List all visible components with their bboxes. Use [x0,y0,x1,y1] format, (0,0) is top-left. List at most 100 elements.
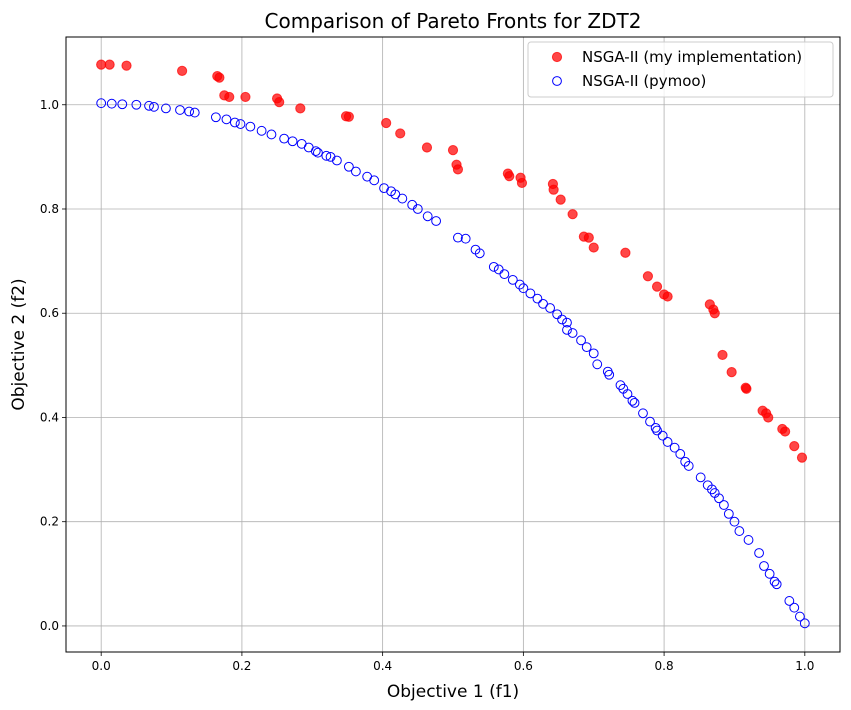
point-pymoo [650,422,661,433]
point-my-implementation [662,291,673,302]
point-pymoo [714,493,724,504]
y-tick-label: 1.0 [40,98,59,112]
point-my-implementation [726,367,737,378]
point-pymoo [390,189,401,200]
point-my-implementation [583,232,594,243]
point-pymoo [769,576,780,587]
point-pymoo [723,508,734,519]
point-my-implementation [177,65,188,76]
point-my-implementation [620,247,631,258]
point-pymoo [332,155,342,166]
point-pymoo [588,348,599,359]
point-pymoo [799,618,810,629]
point-pymoo [210,112,221,123]
point-my-implementation [548,184,559,195]
legend-box [527,41,834,98]
point-pymoo [460,233,471,244]
point-pymoo [552,309,563,320]
point-my-implementation [780,426,791,437]
point-pymoo [638,408,648,419]
point-my-implementation [796,452,808,463]
point-pymoo [189,107,200,118]
point-pymoo [229,117,240,128]
point-pymoo [117,99,128,110]
point-pymoo [562,325,572,335]
point-pymoo [235,119,246,129]
point-pymoo [794,611,805,622]
point-my-implementation [381,117,392,129]
point-pymoo [256,125,267,136]
point-pymoo [662,437,673,447]
point-pymoo [562,317,572,328]
point-my-implementation [395,128,406,139]
point-pymoo [683,461,694,471]
point-pymoo [379,183,389,194]
point-pymoo [184,106,195,117]
point-pymoo [754,548,764,558]
point-pymoo [507,274,518,285]
point-my-implementation [642,271,654,282]
point-pymoo [96,98,107,109]
point-pymoo [532,293,543,304]
point-pymoo [474,248,485,259]
point-pymoo [657,430,668,441]
point-my-implementation [240,91,251,103]
x-tick-label: 0.4 [373,659,392,673]
point-my-implementation [274,97,285,108]
point-my-implementation [789,441,800,452]
legend-label-my-implementation: NSGA-II (my implementation) [582,48,802,66]
point-pymoo [622,389,633,399]
point-my-implementation [504,171,515,182]
y-tick-label: 0.0 [40,619,59,633]
point-pymoo [592,359,603,370]
point-pymoo [453,232,463,243]
point-my-implementation [717,349,728,361]
point-pymoo [161,103,171,114]
point-pymoo [652,425,662,436]
point-pymoo [518,283,529,294]
point-pymoo [675,449,686,459]
point-pymoo [743,535,754,545]
point-pymoo [719,500,729,510]
x-axis-label: Objective 1 (f1) [387,682,519,702]
point-pymoo [175,105,185,115]
point-pymoo [310,146,321,157]
point-pymoo [695,472,706,483]
point-pymoo [581,342,592,353]
point-pymoo [759,561,769,571]
y-tick-label: 0.2 [40,515,59,529]
point-pymoo [245,121,256,132]
point-pymoo [369,175,380,186]
legend-marker-my-implementation [551,51,563,63]
point-pymoo [771,579,782,590]
point-pymoo [545,303,556,313]
x-tick-label: 1.0 [795,659,814,673]
point-pymoo [629,397,640,408]
point-my-implementation [567,209,578,220]
point-pymoo [422,211,433,222]
y-tick-label: 0.6 [40,306,59,320]
point-pymoo [567,328,578,338]
point-my-implementation [96,59,107,70]
point-my-implementation [214,72,225,83]
point-my-implementation [741,383,752,394]
point-pymoo [669,442,680,453]
x-tick-label: 0.2 [232,659,251,673]
legend-marker-pymoo [552,76,562,86]
point-my-implementation [516,177,528,189]
point-pymoo [645,416,655,427]
y-axis-label: Objective 2 (f2) [9,278,29,410]
point-pymoo [734,526,745,536]
point-pymoo [525,288,536,299]
point-pymoo [350,166,361,177]
y-tick-label: 0.8 [40,202,59,216]
point-pymoo [397,193,408,204]
point-my-implementation [224,91,235,103]
point-pymoo [576,335,586,346]
plot-frame [65,36,841,653]
chart-title: Comparison of Pareto Fronts for ZDT2 [265,9,642,33]
point-my-implementation [555,194,566,205]
point-pymoo [789,602,800,613]
